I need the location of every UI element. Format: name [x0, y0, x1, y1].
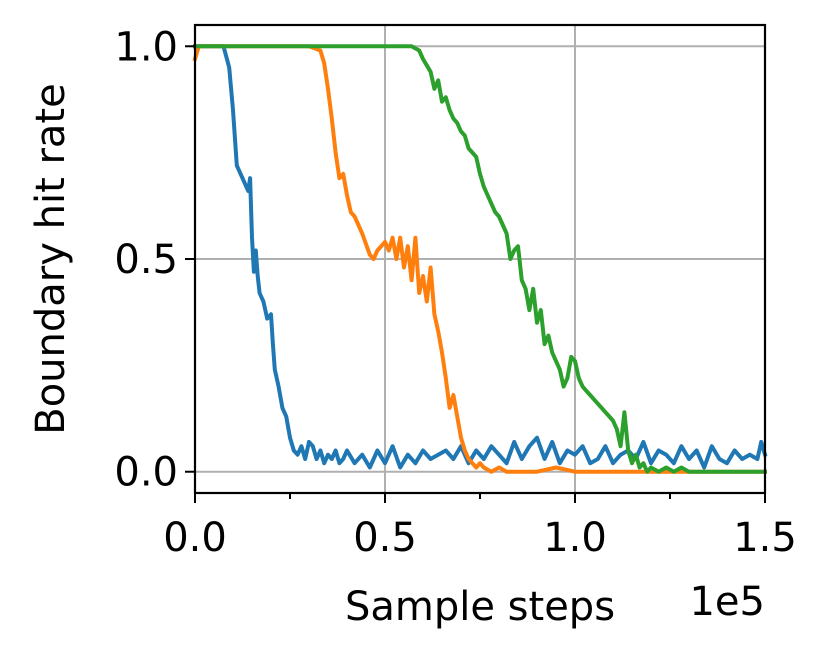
series-line-3	[193, 44, 767, 474]
x-tick-label: 1.0	[543, 515, 607, 561]
y-axis-label: Boundary hit rate	[28, 83, 74, 434]
y-tick-label: 0.0	[114, 450, 178, 496]
x-axis-label: Sample steps	[345, 584, 615, 630]
x-tick-label: 1.5	[733, 515, 797, 561]
y-tick-label: 1.0	[114, 24, 178, 70]
y-tick-label: 0.5	[114, 237, 178, 283]
series-group	[192, 44, 768, 474]
series-line-1	[193, 44, 768, 470]
x-tick-label: 0.0	[163, 515, 227, 561]
grid	[194, 25, 766, 493]
x-axis-offset-label: 1e5	[689, 579, 765, 625]
x-tick-label: 0.5	[353, 515, 417, 561]
ticks: 0.0 0.5 1.0 1.5 0.0 0.5 1.0	[114, 24, 796, 561]
series-line-2	[192, 44, 767, 474]
